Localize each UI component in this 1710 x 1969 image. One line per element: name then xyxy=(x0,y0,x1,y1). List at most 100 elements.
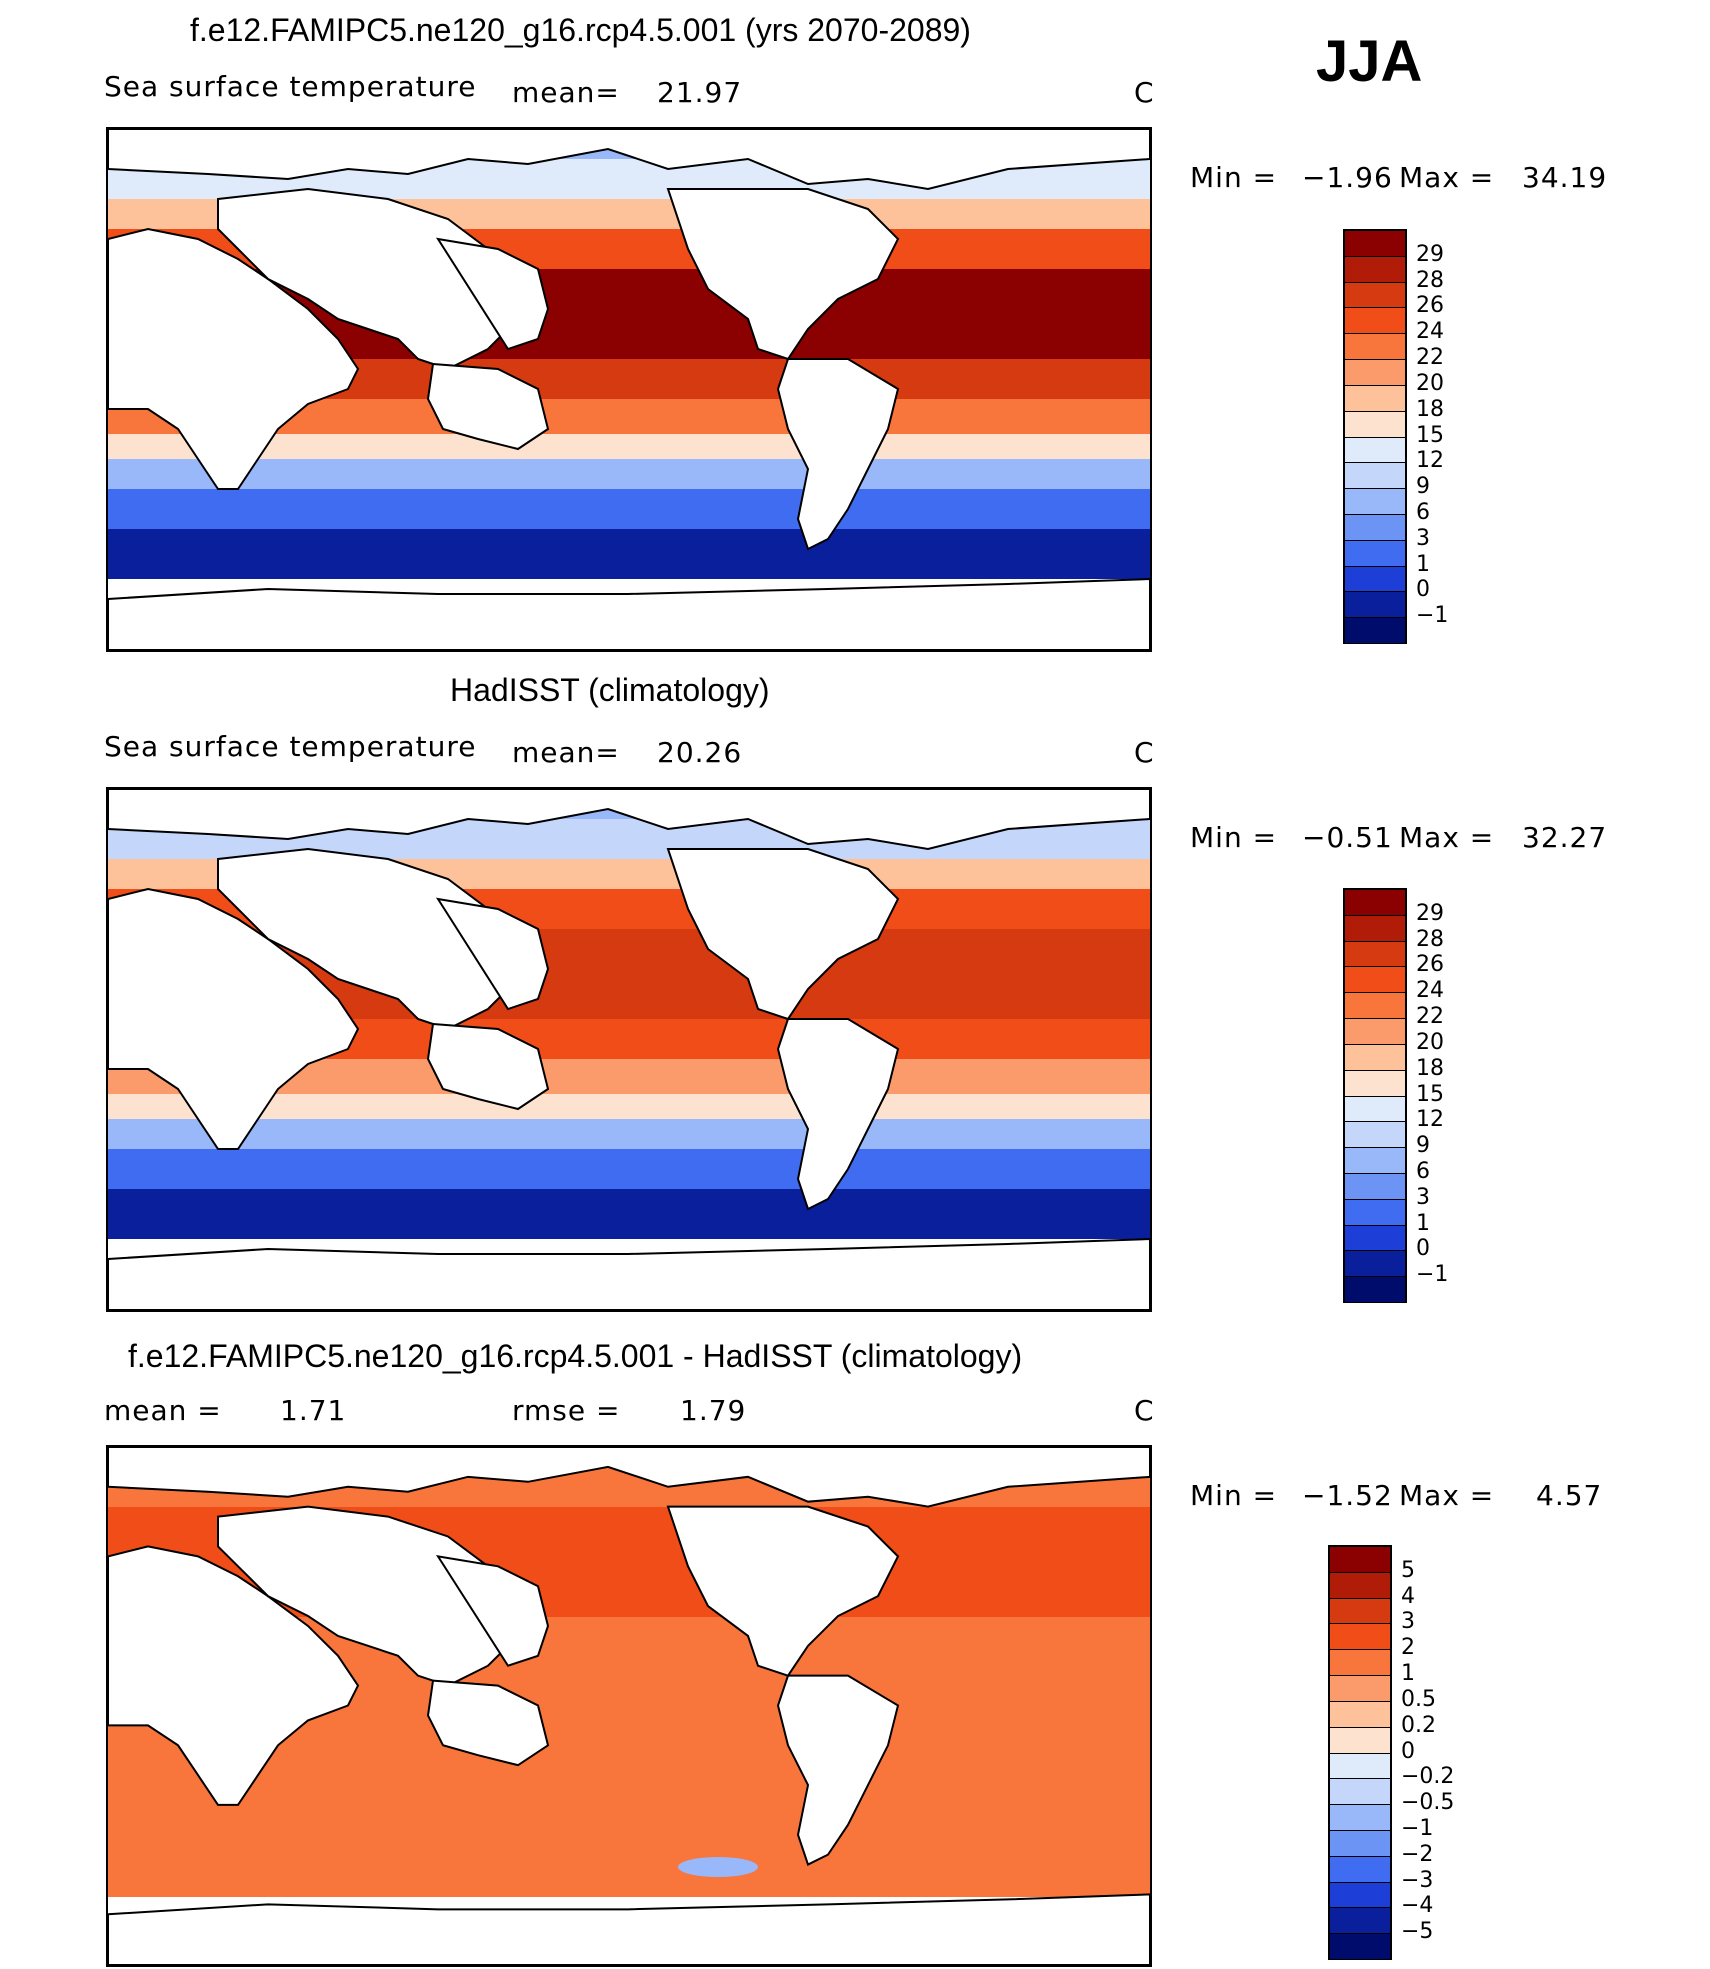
colorbar-tick-label: 22 xyxy=(1416,345,1444,371)
colorbar-tick-label: 29 xyxy=(1416,241,1444,267)
colorbar-tick-label: −5 xyxy=(1401,1919,1434,1945)
colorbar-tick-label: −1 xyxy=(1416,1262,1449,1288)
panel-2-variable: Sea surface temperature xyxy=(104,730,477,763)
colorbar-tick-label: −1 xyxy=(1401,1815,1434,1841)
panel-2-min-label: Min = xyxy=(1190,821,1278,854)
colorbar-tick-label: 1 xyxy=(1416,1210,1430,1236)
colorbar-tick-label: 0.2 xyxy=(1401,1712,1436,1738)
colorbar-swatch xyxy=(1344,255,1406,282)
panel-1-colorbar: 29 28 26 24 22 20 18 15 12 9 6 3 1 0 −1 xyxy=(1343,229,1448,644)
panel-1-mean-value: 21.97 xyxy=(657,76,743,109)
colorbar-tick-label: 6 xyxy=(1416,499,1430,525)
colorbar-swatch xyxy=(1344,1198,1406,1225)
sst-obs-map xyxy=(108,789,1150,1310)
colorbar-swatch xyxy=(1344,281,1406,308)
colorbar-swatch xyxy=(1329,1597,1391,1624)
colorbar-swatch xyxy=(1329,1700,1391,1727)
colorbar-tick-label: −2 xyxy=(1401,1841,1434,1867)
colorbar-swatch xyxy=(1329,1907,1391,1934)
panel-3-title: f.e12.FAMIPC5.ne120_g16.rcp4.5.001 - Had… xyxy=(128,1338,1023,1374)
colorbar-tick-label: 0 xyxy=(1416,1236,1430,1262)
colorbar-swatch xyxy=(1344,940,1406,967)
panel-3-min-value: −1.52 xyxy=(1302,1479,1393,1512)
colorbar-tick-label: −0.2 xyxy=(1401,1764,1455,1790)
colorbar-tick-label: 3 xyxy=(1416,525,1430,551)
colorbar-tick-label: 24 xyxy=(1416,319,1444,345)
panel-3-max-value: 4.57 xyxy=(1536,1479,1603,1512)
colorbar-tick-label: 28 xyxy=(1416,267,1444,293)
panel-1-max-label: Max = xyxy=(1399,161,1495,194)
sst-model-map xyxy=(108,129,1150,650)
panel-3-mean-label: mean = xyxy=(104,1394,222,1427)
colorbar-swatch xyxy=(1344,1172,1406,1199)
colorbar-swatch xyxy=(1344,565,1406,592)
colorbar-swatch xyxy=(1344,462,1406,489)
colorbar-swatch xyxy=(1344,966,1406,993)
colorbar-tick-label: 26 xyxy=(1416,293,1444,319)
colorbar-swatch xyxy=(1344,1043,1406,1070)
colorbar-tick-label: 12 xyxy=(1416,1107,1444,1133)
panel-3-map xyxy=(106,1445,1152,1967)
panel-1-max-value: 34.19 xyxy=(1522,161,1608,194)
colorbar-swatch xyxy=(1329,1623,1391,1650)
colorbar-tick-label: 24 xyxy=(1416,978,1444,1004)
colorbar-tick-label: 26 xyxy=(1416,952,1444,978)
colorbar-swatch xyxy=(1344,1224,1406,1251)
colorbar-tick-label: 2 xyxy=(1401,1635,1415,1661)
colorbar-tick-label: 20 xyxy=(1416,1029,1444,1055)
panel-1-title: f.e12.FAMIPC5.ne120_g16.rcp4.5.001 (yrs … xyxy=(190,12,971,48)
panel-3-max-label: Max = xyxy=(1399,1479,1495,1512)
colorbar-swatch xyxy=(1329,1778,1391,1805)
colorbar-swatch xyxy=(1344,1069,1406,1096)
colorbar-swatch xyxy=(1344,1147,1406,1173)
colorbar-swatch xyxy=(1329,1752,1391,1779)
panel-2-units: C xyxy=(1134,736,1155,769)
panel-3-rmse-label: rmse = xyxy=(512,1394,621,1427)
colorbar-tick-label: −0.5 xyxy=(1401,1790,1455,1816)
panel-2-mean-label: mean= xyxy=(512,736,620,769)
colorbar-swatch xyxy=(1344,617,1406,643)
colorbar-swatch xyxy=(1344,1018,1406,1044)
panel-3-mean-value: 1.71 xyxy=(280,1394,347,1427)
panel-3-units: C xyxy=(1134,1394,1155,1427)
colorbar-tick-label: 1 xyxy=(1401,1661,1415,1687)
panel-1-units: C xyxy=(1134,76,1155,109)
colorbar-swatch xyxy=(1344,914,1406,941)
colorbar-tick-label: 6 xyxy=(1416,1158,1430,1184)
colorbar-tick-label: 29 xyxy=(1416,900,1444,926)
colorbar-swatch xyxy=(1329,1804,1391,1830)
colorbar-tick-label: 0 xyxy=(1401,1738,1415,1764)
panel-1-min-value: −1.96 xyxy=(1302,161,1393,194)
colorbar-swatch xyxy=(1344,539,1406,566)
panel-2-mean-value: 20.26 xyxy=(657,736,743,769)
colorbar-swatch xyxy=(1329,1571,1391,1598)
panel-1-map xyxy=(106,127,1152,652)
colorbar-tick-label: 20 xyxy=(1416,370,1444,396)
colorbar-swatch xyxy=(1329,1933,1391,1959)
colorbar-swatch xyxy=(1344,488,1406,514)
colorbar-tick-label: 5 xyxy=(1401,1557,1415,1583)
panel-1-variable: Sea surface temperature xyxy=(104,70,477,103)
colorbar-swatch xyxy=(1344,384,1406,411)
colorbar-tick-label: 15 xyxy=(1416,422,1444,448)
colorbar-tick-label: 3 xyxy=(1401,1609,1415,1635)
colorbar-tick-label: −1 xyxy=(1416,603,1449,629)
colorbar-swatch xyxy=(1344,436,1406,463)
colorbar-tick-label: 22 xyxy=(1416,1004,1444,1030)
colorbar-swatch xyxy=(1344,307,1406,334)
panel-3-rmse-value: 1.79 xyxy=(680,1394,747,1427)
colorbar-swatch xyxy=(1344,889,1406,915)
colorbar-swatch xyxy=(1344,1095,1406,1122)
colorbar-swatch xyxy=(1344,513,1406,540)
colorbar-tick-label: 0.5 xyxy=(1401,1686,1436,1712)
colorbar-tick-label: 0 xyxy=(1416,577,1430,603)
colorbar-swatch xyxy=(1329,1675,1391,1701)
colorbar-tick-label: 18 xyxy=(1416,1055,1444,1081)
colorbar-swatch xyxy=(1344,230,1406,256)
panel-2-title: HadISST (climatology) xyxy=(450,672,770,708)
colorbar-swatch xyxy=(1344,410,1406,437)
colorbar-swatch xyxy=(1344,591,1406,618)
panel-2-min-value: −0.51 xyxy=(1302,821,1393,854)
colorbar-tick-label: 3 xyxy=(1416,1184,1430,1210)
panel-2-colorbar: 29 28 26 24 22 20 18 15 12 9 6 3 1 0 −1 xyxy=(1343,888,1448,1303)
